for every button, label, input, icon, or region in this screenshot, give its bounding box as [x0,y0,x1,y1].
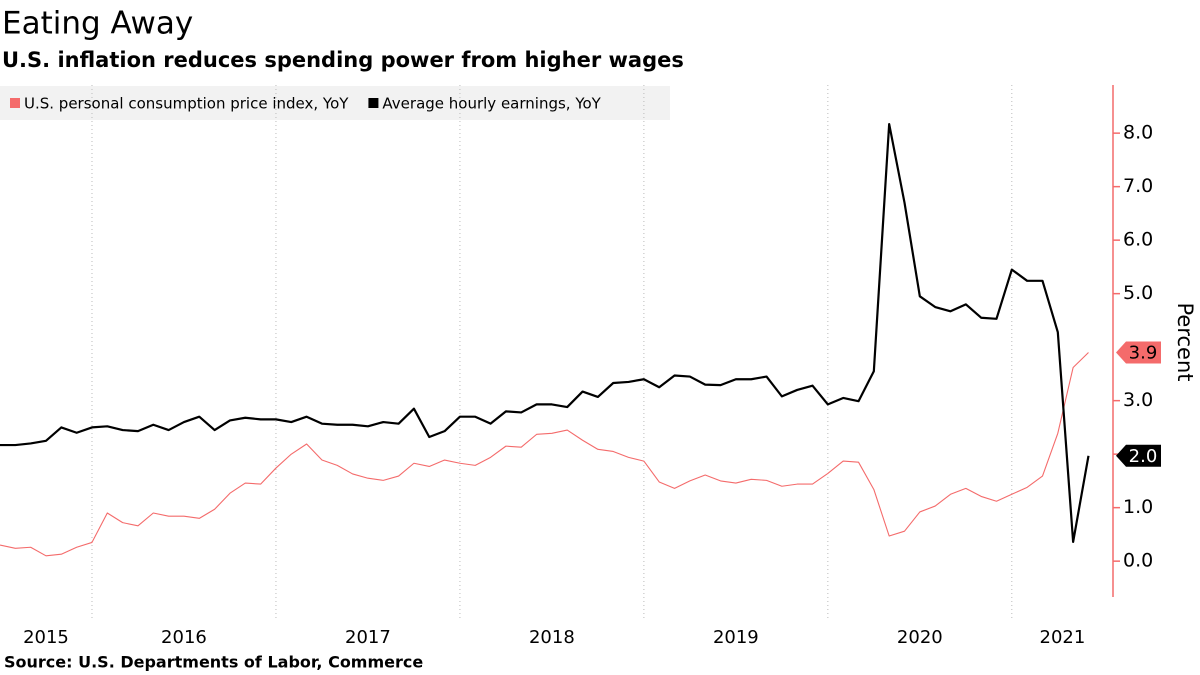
y-tick-label: 5.0 [1123,282,1153,304]
end-value-tag [1116,444,1161,467]
end-value-tag [1116,341,1161,364]
y-axis-title: Percent [1173,302,1197,381]
x-tick-label: 2018 [529,627,575,648]
chart-subtitle: U.S. inflation reduces spending power fr… [2,48,684,72]
y-tick-label: 6.0 [1123,229,1153,251]
x-tick-label: 2019 [713,627,759,648]
legend-label: Average hourly earnings, YoY [382,95,601,113]
legend-swatch [368,98,379,108]
x-tick-label: 2020 [897,627,943,648]
legend [0,86,670,120]
legend-label: U.S. personal consumption price index, Y… [24,95,349,113]
end-value-label: 2.0 [1129,446,1158,467]
y-tick-label: 0.0 [1123,550,1153,572]
data-line [0,352,1089,557]
x-tick-label: 2016 [161,627,207,648]
y-tick-label: 1.0 [1123,496,1153,518]
y-tick-label: 8.0 [1123,122,1153,144]
y-tick-label: 3.0 [1123,389,1153,411]
legend-swatch [10,98,20,108]
end-value-label: 3.9 [1129,343,1158,364]
y-tick-label: 7.0 [1123,175,1153,197]
x-tick-label: 2015 [23,627,69,648]
x-tick-label: 2017 [345,627,391,648]
x-tick-label: 2021 [1040,627,1086,648]
source: Source: U.S. Departments of Labor, Comme… [4,653,423,672]
chart-title: Eating Away [2,6,193,42]
data-line [0,122,1090,543]
